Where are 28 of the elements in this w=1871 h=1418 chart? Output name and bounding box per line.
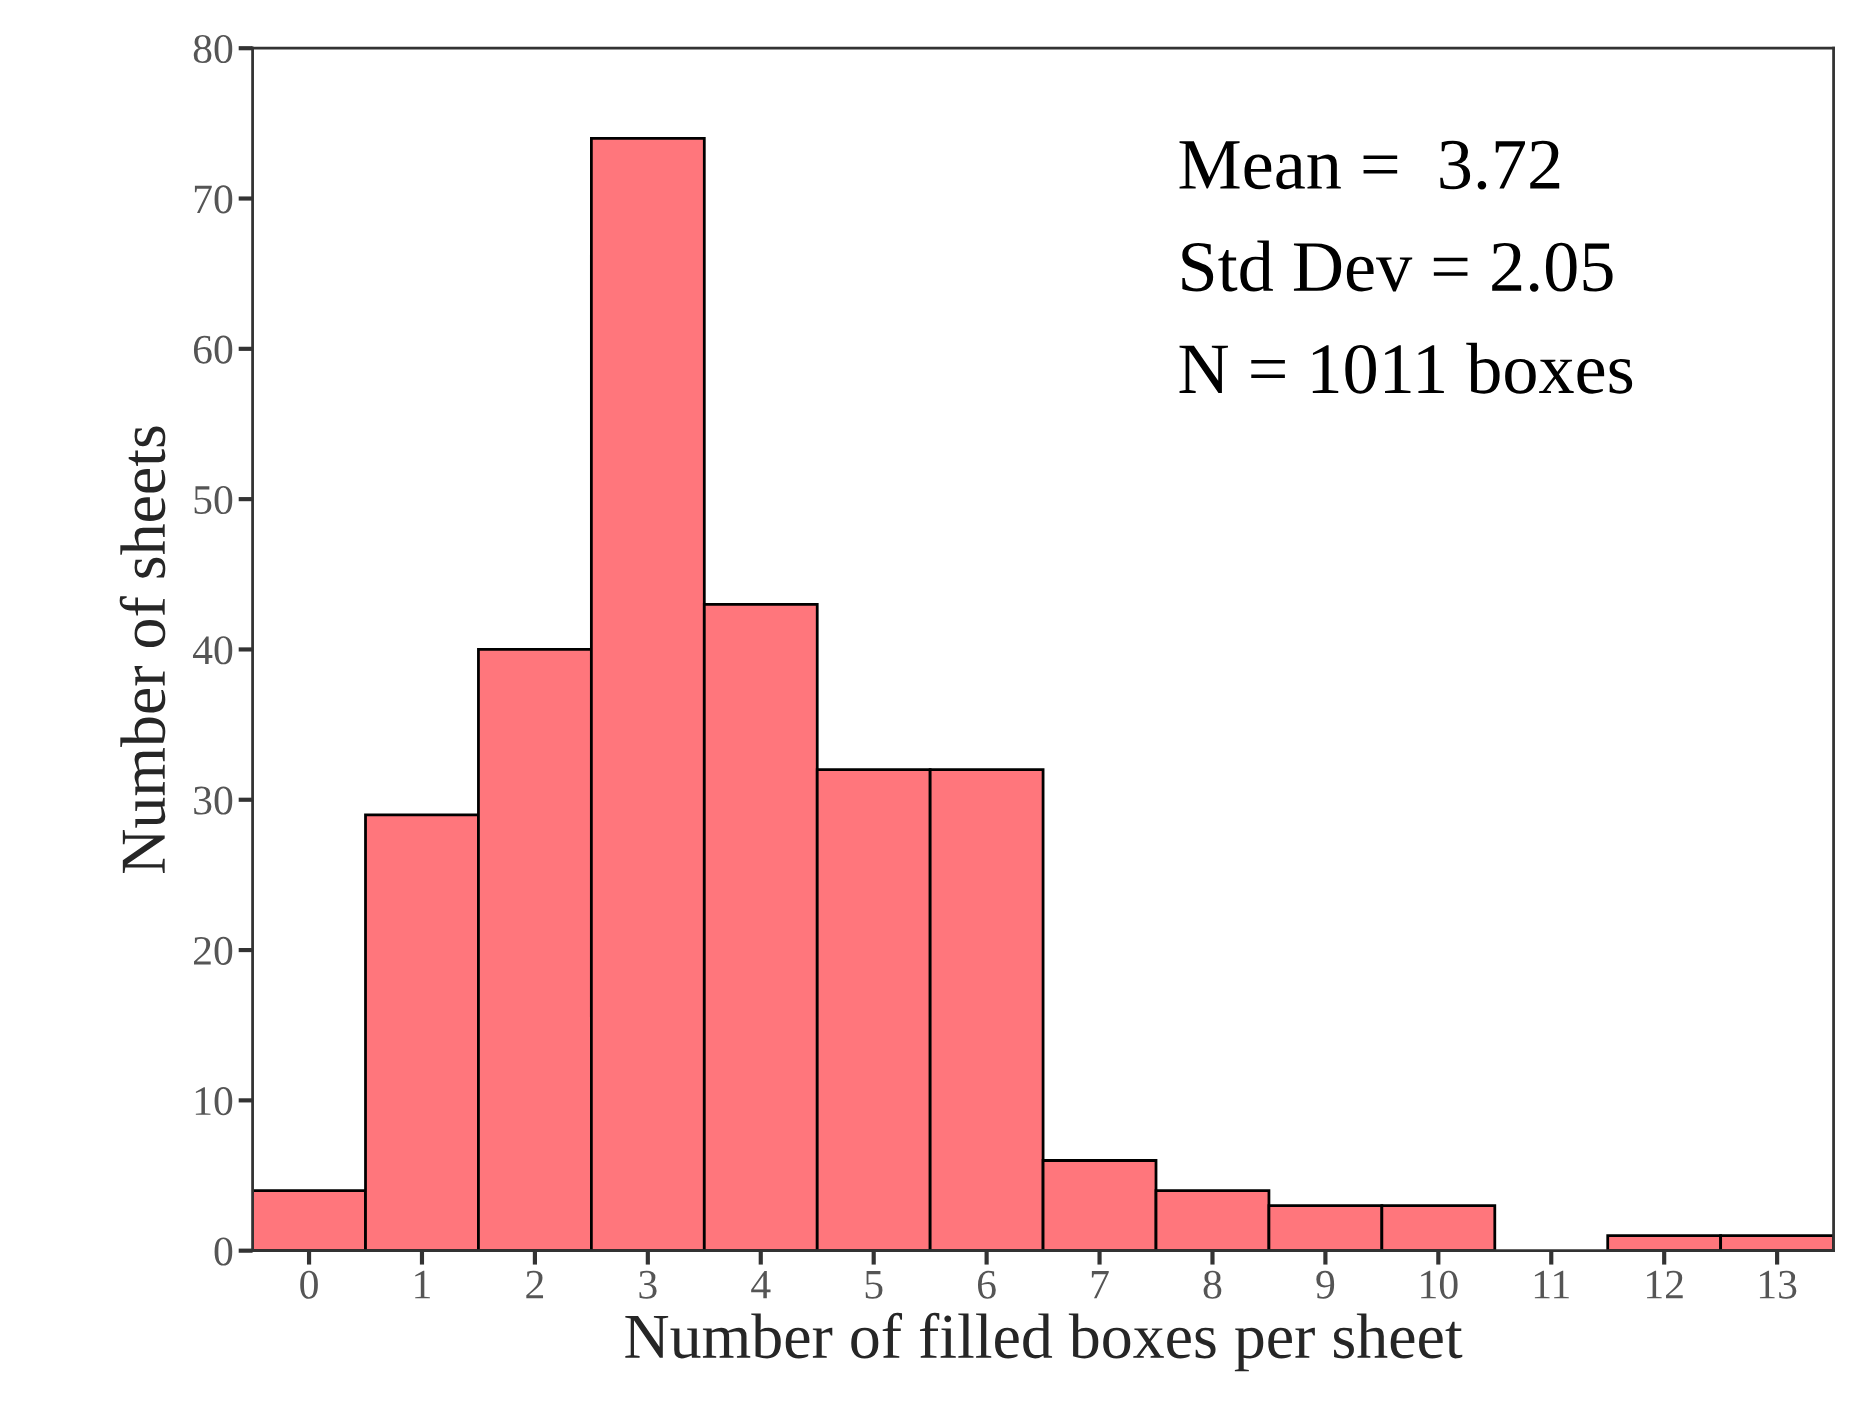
y-tick-label: 50 <box>194 485 233 514</box>
x-tick-label: 0 <box>300 1270 318 1299</box>
y-axis-title: Number of sheets <box>119 426 166 873</box>
annotation: Mean = 3.72 <box>1179 140 1560 190</box>
x-tick-label: 5 <box>865 1271 883 1299</box>
annotation: Std Dev = 2.05 <box>1182 240 1613 292</box>
x-tick-label: 13 <box>1759 1270 1797 1299</box>
annotation: N = 1011 boxes <box>1179 342 1633 394</box>
x-tick-label: 11 <box>1534 1270 1569 1299</box>
y-tick-label: 0 <box>214 1237 233 1266</box>
y-tick-label: 40 <box>192 636 233 665</box>
x-tick-label: 6 <box>977 1270 996 1299</box>
y-tick-label: 30 <box>194 786 233 815</box>
x-tick-label: 9 <box>1316 1270 1335 1299</box>
x-tick-label: 4 <box>751 1270 771 1299</box>
y-tick-label: 10 <box>195 1087 233 1116</box>
y-tick-label: 80 <box>193 34 233 64</box>
x-tick-label: 12 <box>1647 1270 1683 1299</box>
y-tick-label: 20 <box>194 936 233 965</box>
x-tick-label: 10 <box>1421 1270 1458 1299</box>
y-tick-label: 70 <box>194 185 233 214</box>
y-tick-label: 60 <box>193 335 233 364</box>
x-tick-label: 2 <box>526 1270 544 1299</box>
x-tick-label: 3 <box>639 1270 657 1299</box>
x-tick-label: 7 <box>1091 1271 1109 1299</box>
x-tick-label: 8 <box>1203 1270 1222 1299</box>
x-tick-label: 1 <box>415 1270 430 1299</box>
x-axis-title: Number of filled boxes per sheet <box>625 1312 1463 1372</box>
